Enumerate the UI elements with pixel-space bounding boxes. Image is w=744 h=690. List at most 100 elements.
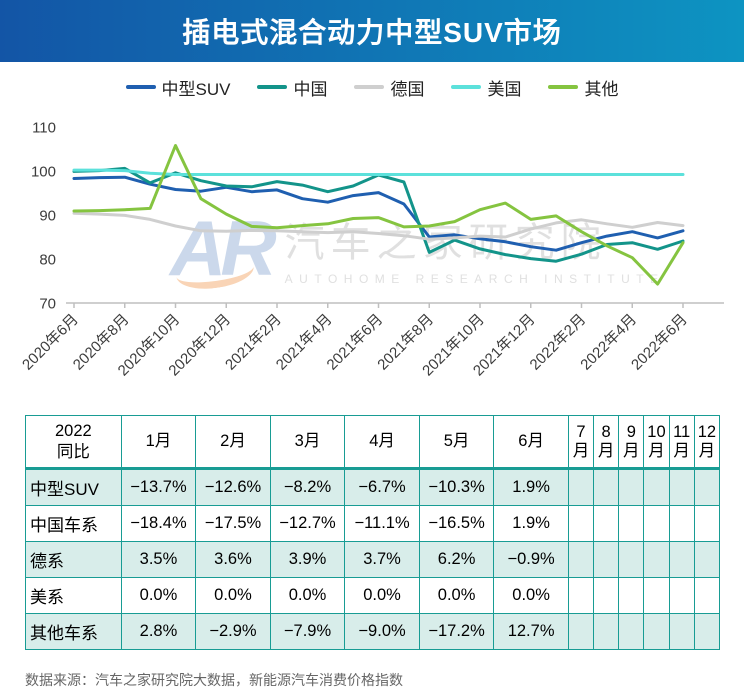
table-month-header: 10月 [643, 414, 670, 471]
legend-item-other: 其他 [548, 75, 618, 100]
table-month-header: 3月 [269, 414, 346, 471]
legend-item-china: 中国 [257, 75, 327, 100]
legend-item-mid-suv: 中型SUV [125, 75, 230, 100]
table-row-other: 其他车系 2.8% −2.9% −7.9% −9.0% −17.2% 12.7% [25, 613, 721, 651]
watermark-cn-text: 汽车之家研究院 [284, 221, 607, 265]
autohome-ar-logo-icon: AR [170, 204, 277, 292]
yoy-cell [643, 577, 670, 615]
x-tick-label: 2022年6月 [628, 311, 691, 374]
yoy-cell [668, 613, 695, 651]
yoy-cell: −13.7% [120, 468, 197, 507]
yoy-cell: 12.7% [493, 613, 569, 651]
y-tick-label: 90 [39, 208, 56, 225]
table-month-header: 11月 [668, 414, 695, 471]
yoy-cell [593, 577, 620, 615]
yoy-cell [567, 613, 595, 651]
table-row-mid-suv: 中型SUV −13.7% −12.6% −8.2% −6.7% −10.3% 1.9% [25, 468, 721, 507]
yoy-cell [618, 613, 645, 651]
yoy-cell: −17.5% [195, 505, 271, 543]
yoy-cell: −6.7% [344, 468, 420, 507]
yoy-cell [693, 505, 721, 543]
yoy-cell [618, 505, 645, 543]
yoy-cell [693, 613, 721, 651]
yoy-cell [643, 613, 670, 651]
y-tick-label: 70 [39, 296, 56, 313]
yoy-cell: 3.6% [195, 541, 271, 579]
yoy-cell [643, 468, 670, 507]
yoy-cell [693, 541, 721, 579]
table-month-header: 5月 [418, 414, 495, 471]
yoy-cell: 6.2% [418, 541, 495, 579]
legend-label: 其他 [584, 79, 619, 99]
legend-item-usa: 美国 [451, 75, 521, 100]
yoy-cell [618, 468, 645, 507]
yoy-cell: 3.9% [269, 541, 346, 579]
yoy-cell: −2.9% [195, 613, 271, 651]
legend-label: 德国 [390, 79, 425, 99]
yoy-cell: 3.7% [344, 541, 420, 579]
yoy-cell [618, 577, 645, 615]
table-month-header: 9月 [618, 414, 645, 471]
yoy-cell: 0.0% [344, 577, 420, 615]
legend-swatch-icon [354, 85, 385, 89]
row-label: 中型SUV [25, 468, 122, 507]
series-line-other [72, 144, 685, 286]
page-title: 插电式混合动力中型SUV市场 [182, 17, 562, 48]
legend-swatch-icon [548, 85, 579, 89]
yoy-cell [693, 468, 721, 507]
yoy-cell [593, 541, 620, 579]
watermark: AR 汽车之家研究院 AUTOHOME RESEARCH INSTITUTE [170, 204, 665, 294]
yoy-cell: 1.9% [493, 505, 569, 543]
watermark-en-text: AUTOHOME RESEARCH INSTITUTE [284, 272, 665, 286]
yoy-cell: 1.9% [493, 468, 569, 507]
yoy-cell [643, 505, 670, 543]
table-corner-header: 2022 同比 [25, 414, 122, 471]
yoy-cell: 0.0% [269, 577, 346, 615]
yoy-cell: −9.0% [344, 613, 420, 651]
yoy-cell [567, 541, 595, 579]
yoy-table: 2022 同比 1月 2月 3月 4月 5月 6月 7月 8月 9月 10月 11月 12月 中型SUV… [25, 414, 721, 651]
table-month-header: 1月 [120, 414, 197, 471]
legend-label: 中国 [293, 79, 328, 99]
chart-legend: 中型SUV 中国 德国 美国 其他 [0, 75, 744, 99]
legend-swatch-icon [451, 85, 482, 89]
yoy-cell [593, 505, 620, 543]
table-month-header: 7月 [567, 414, 595, 471]
yoy-cell: −10.3% [418, 468, 495, 507]
yoy-cell: −12.6% [195, 468, 271, 507]
yoy-cell: −8.2% [269, 468, 346, 507]
table-row-usa: 美系 0.0% 0.0% 0.0% 0.0% 0.0% 0.0% [25, 577, 721, 615]
row-label: 中国车系 [25, 505, 122, 543]
yoy-cell [593, 468, 620, 507]
table-month-header: 6月 [493, 414, 569, 471]
table-header-row: 2022 同比 1月 2月 3月 4月 5月 6月 7月 8月 9月 10月 11月 12月 [25, 414, 721, 471]
yoy-cell [668, 468, 695, 507]
series-line-germany [72, 211, 685, 241]
yoy-cell [593, 613, 620, 651]
yoy-cell [693, 577, 721, 615]
table-month-header: 4月 [344, 414, 420, 471]
line-chart: 7080901001102020年6月2020年8月2020年10月2020年1… [19, 120, 724, 379]
row-label: 德系 [25, 541, 122, 579]
yoy-cell [567, 577, 595, 615]
legend-label: 美国 [487, 79, 522, 99]
y-tick-label: 110 [32, 120, 56, 137]
series-line-usa [72, 168, 685, 176]
table-row-china: 中国车系 −18.4% −17.5% −12.7% −11.1% −16.5% 1.9% [25, 505, 721, 543]
y-tick-label: 100 [31, 164, 56, 181]
table-month-header: 8月 [593, 414, 620, 471]
table-row-germany: 德系 3.5% 3.6% 3.9% 3.7% 6.2% −0.9% [25, 541, 721, 579]
table-month-header: 2月 [195, 414, 271, 471]
yoy-cell [668, 577, 695, 615]
yoy-cell: 0.0% [120, 577, 197, 615]
yoy-cell: −11.1% [344, 505, 420, 543]
yoy-cell: 0.0% [493, 577, 569, 615]
y-tick-label: 80 [39, 252, 56, 269]
row-label: 美系 [25, 577, 122, 615]
title-banner: 插电式混合动力中型SUV市场 [0, 0, 744, 62]
series-line-china [72, 166, 685, 263]
yoy-cell: −18.4% [120, 505, 197, 543]
yoy-cell [668, 505, 695, 543]
yoy-cell: −7.9% [269, 613, 346, 651]
